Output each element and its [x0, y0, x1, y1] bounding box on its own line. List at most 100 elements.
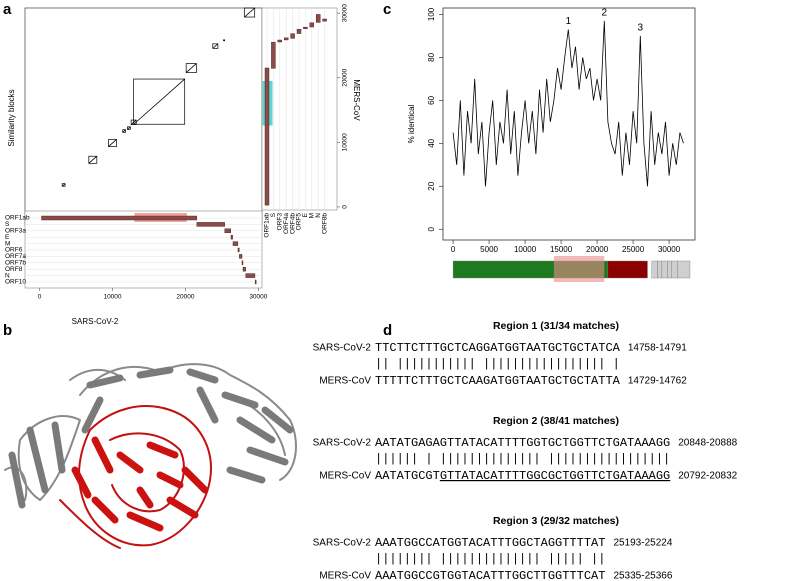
panel-label: c — [383, 1, 391, 18]
y-tick-label: 0 — [427, 226, 436, 231]
gene-label: E — [302, 212, 309, 217]
similarity-block — [122, 129, 126, 133]
gene-label: ORF8 — [5, 266, 23, 273]
panel-label: d — [383, 322, 392, 339]
match-line: |||||| | |||||||||||||| ||||||||||||||||… — [375, 452, 670, 466]
gene — [245, 273, 256, 278]
sequence-part: AATATGCGT — [375, 469, 440, 483]
gene — [230, 234, 233, 240]
gene — [277, 39, 282, 43]
gene-label: ORF1ab — [5, 215, 30, 222]
sequence: TTTTTCTTTGCTCAAGATGGTAATGCTGCTATTA — [375, 374, 621, 388]
y-tick-label: 80 — [427, 52, 436, 61]
block-diagonal — [244, 7, 255, 18]
block-diagonal — [185, 63, 197, 73]
sequence-name: MERS-CoV — [319, 376, 371, 387]
gene — [296, 29, 302, 34]
gene-label: N — [5, 272, 10, 279]
panel-label: a — [3, 1, 12, 18]
sequence: AATATGCGTGTTATACATTTTGGCGCTGGTTCTGATAAAG… — [375, 469, 670, 483]
y-tick-label: 10000 — [342, 133, 349, 151]
gene — [242, 267, 246, 272]
gene — [264, 67, 270, 206]
match-line: || ||||||||||| ||||||||||||||||| | — [375, 357, 620, 371]
gene-label: ORF1ab — [264, 213, 271, 238]
gene-label: ORF10 — [5, 279, 26, 286]
y-tick-label: 0 — [342, 205, 349, 209]
x-axis-label: SARS-CoV-2 — [72, 317, 119, 326]
highlight — [553, 256, 605, 282]
sequence-name: MERS-CoV — [319, 571, 371, 581]
gene-label: S — [270, 212, 277, 217]
gene — [196, 222, 225, 227]
plot-frame — [24, 7, 263, 226]
panel-label: b — [3, 322, 12, 339]
x-tick-label: 5000 — [480, 245, 498, 254]
gene — [271, 41, 276, 69]
sequence-name: SARS-CoV-2 — [313, 538, 372, 549]
peak-annotation: 1 — [565, 16, 571, 27]
gene-label: E — [5, 234, 10, 241]
similarity-block — [127, 126, 131, 130]
sequence: AAATGGCCATGGTACATTTGGCTAGGTTTTAT — [375, 536, 605, 550]
block-diagonal — [223, 39, 225, 42]
similarity-block — [212, 43, 219, 49]
genome-segment — [671, 260, 678, 279]
x-tick-label: 0 — [451, 245, 456, 254]
similarity-block — [61, 183, 66, 187]
sequence: AATATGAGAGTTATACATTTTGGTGCTGGTTCTGATAAAG… — [375, 436, 670, 450]
gene — [322, 18, 327, 22]
x-tick-label: 30000 — [658, 245, 681, 254]
gene — [224, 228, 231, 234]
block-diagonal — [127, 126, 131, 130]
gene — [237, 247, 240, 253]
similarity-block — [88, 155, 98, 164]
gene-label: M — [309, 213, 316, 218]
plot-frame — [442, 7, 696, 241]
similarity-block — [108, 139, 117, 147]
sequence-name: MERS-CoV — [319, 471, 371, 482]
gene-label: ORF5 — [296, 213, 303, 231]
genome-segment — [607, 260, 648, 279]
y-tick-label: 20 — [427, 181, 436, 190]
gene — [232, 241, 239, 246]
sequence-name: SARS-CoV-2 — [313, 343, 372, 354]
y-axis-label: % identical — [407, 104, 416, 143]
peak-annotation: 2 — [601, 8, 607, 19]
x-tick-label: 20000 — [176, 294, 194, 301]
gene — [316, 14, 321, 23]
sequence-range: 20848-20888 — [678, 438, 737, 449]
gene-label: ORF3a — [5, 228, 26, 235]
gene — [290, 33, 295, 39]
sequence-part-underlined: GTTATACATTTTGGCGCTGGTTCTGATAAAGG — [440, 469, 670, 483]
gene-label: N — [315, 213, 322, 218]
genome-segment — [667, 260, 672, 279]
gene — [41, 215, 197, 221]
gene-label: ORF3 — [277, 213, 284, 231]
sequence-range: 25193-25224 — [613, 538, 672, 549]
gene-label: ORF4b — [289, 213, 296, 234]
identity-line — [452, 20, 684, 187]
similarity-block — [133, 78, 186, 125]
genome-segment — [651, 260, 658, 279]
gene — [254, 279, 257, 285]
gene-label: M — [5, 240, 10, 247]
y-axis-label: Similarity blocks — [7, 89, 16, 146]
region-title: Region 3 (29/32 matches) — [493, 515, 619, 527]
y2-axis-label: MERS-CoV — [352, 79, 361, 121]
gene — [241, 260, 244, 265]
block-diagonal — [133, 78, 185, 125]
y-tick-label: 60 — [427, 95, 436, 104]
sequence-range: 25335-25366 — [613, 571, 672, 581]
x-tick-label: 15000 — [550, 245, 573, 254]
track-frame — [24, 210, 263, 289]
y-tick-label: 30000 — [342, 4, 349, 22]
sequence-range: 14729-14762 — [628, 376, 687, 387]
gene-label: ORF8b — [321, 213, 328, 234]
x-tick-label: 20000 — [586, 245, 609, 254]
protein-structure — [4, 363, 297, 549]
sequence-range: 14758-14791 — [628, 343, 687, 354]
region-title: Region 2 (38/41 matches) — [493, 415, 619, 427]
x-tick-label: 30000 — [249, 294, 267, 301]
